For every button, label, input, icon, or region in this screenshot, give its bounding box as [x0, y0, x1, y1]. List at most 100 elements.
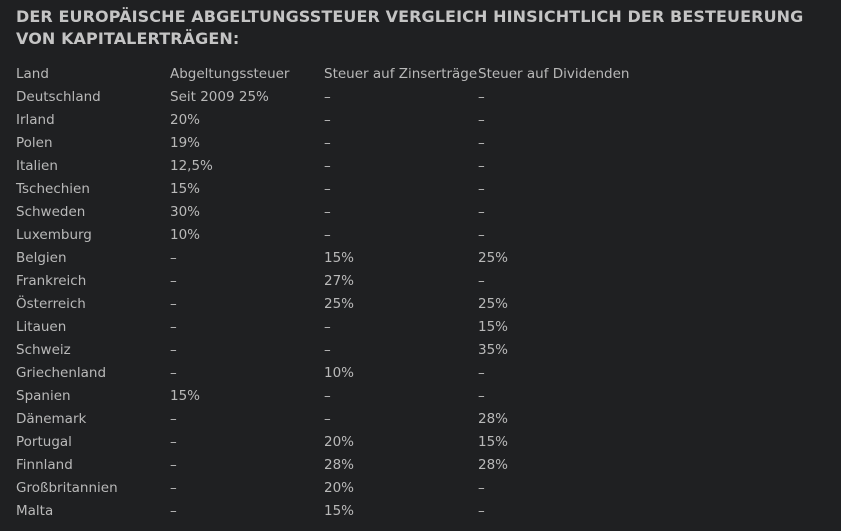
cell-zinsertraege: 15%: [324, 502, 355, 519]
cell-dividenden: 28%: [478, 410, 509, 427]
cell-zinsertraege: 27%: [324, 272, 355, 289]
cell-country: Malta: [16, 502, 54, 519]
cell-dividenden: 15%: [478, 318, 509, 335]
table-row: Dänemark – – 28%: [16, 407, 638, 430]
table-row: Griechenland – 10% –: [16, 361, 638, 384]
cell-dividenden: –: [478, 387, 485, 404]
cell-country: Litauen: [16, 318, 67, 335]
cell-dividenden: –: [478, 203, 485, 220]
cell-abgeltungssteuer: 15%: [170, 180, 201, 197]
table-row: Deutschland Seit 2009 25% – –: [16, 85, 638, 108]
cell-abgeltungssteuer: 20%: [170, 111, 201, 128]
table-row: Großbritannien – 20% –: [16, 476, 638, 499]
cell-dividenden: –: [478, 88, 485, 105]
cell-abgeltungssteuer: Seit 2009 25%: [170, 88, 269, 105]
cell-dividenden: –: [478, 134, 485, 151]
cell-zinsertraege: 15%: [324, 249, 355, 266]
cell-dividenden: 25%: [478, 295, 509, 312]
cell-dividenden: –: [478, 180, 485, 197]
cell-zinsertraege: –: [324, 341, 331, 358]
cell-dividenden: –: [478, 479, 485, 496]
table-row: Finnland – 28% 28%: [16, 453, 638, 476]
table-row: Irland 20% – –: [16, 108, 638, 131]
cell-country: Schweden: [16, 203, 86, 220]
cell-zinsertraege: –: [324, 226, 331, 243]
cell-abgeltungssteuer: 19%: [170, 134, 201, 151]
cell-abgeltungssteuer: –: [170, 295, 177, 312]
table-row: Portugal – 20% 15%: [16, 430, 638, 453]
cell-abgeltungssteuer: 10%: [170, 226, 201, 243]
cell-dividenden: –: [478, 272, 485, 289]
cell-zinsertraege: –: [324, 203, 331, 220]
cell-dividenden: 35%: [478, 341, 509, 358]
section-title: DER EUROPÄISCHE ABGELTUNGSSTEUER VERGLEI…: [16, 7, 804, 48]
cell-dividenden: –: [478, 502, 485, 519]
cell-dividenden: –: [478, 364, 485, 381]
cell-country: Spanien: [16, 387, 71, 404]
cell-abgeltungssteuer: –: [170, 456, 177, 473]
table-row: Frankreich – 27% –: [16, 269, 638, 292]
table-row: Schweiz – – 35%: [16, 338, 638, 361]
cell-abgeltungssteuer: –: [170, 479, 177, 496]
cell-zinsertraege: –: [324, 111, 331, 128]
cell-zinsertraege: –: [324, 387, 331, 404]
cell-zinsertraege: –: [324, 318, 331, 335]
header-land: Land: [16, 65, 49, 82]
header-zinsertraege: Steuer auf Zinserträge: [324, 65, 478, 82]
table-header-row: Land Abgeltungssteuer Steuer auf Zinsert…: [16, 62, 638, 85]
cell-zinsertraege: 28%: [324, 456, 355, 473]
cell-zinsertraege: –: [324, 88, 331, 105]
cell-country: Luxemburg: [16, 226, 92, 243]
cell-country: Finnland: [16, 456, 73, 473]
cell-country: Portugal: [16, 433, 72, 450]
cell-country: Irland: [16, 111, 55, 128]
cell-abgeltungssteuer: –: [170, 502, 177, 519]
cell-abgeltungssteuer: –: [170, 433, 177, 450]
cell-country: Österreich: [16, 295, 86, 312]
cell-abgeltungssteuer: –: [170, 318, 177, 335]
cell-abgeltungssteuer: –: [170, 410, 177, 427]
cell-zinsertraege: 25%: [324, 295, 355, 312]
table-row: Schweden 30% – –: [16, 200, 638, 223]
cell-dividenden: –: [478, 111, 485, 128]
table-body: Deutschland Seit 2009 25% – – Irland 20% – – Pol…: [16, 85, 638, 522]
cell-zinsertraege: –: [324, 180, 331, 197]
cell-zinsertraege: –: [324, 134, 331, 151]
cell-country: Großbritannien: [16, 479, 118, 496]
cell-zinsertraege: 20%: [324, 433, 355, 450]
table-row: Litauen – – 15%: [16, 315, 638, 338]
cell-zinsertraege: –: [324, 157, 331, 174]
cell-abgeltungssteuer: –: [170, 272, 177, 289]
cell-country: Griechenland: [16, 364, 107, 381]
cell-dividenden: –: [478, 226, 485, 243]
cell-zinsertraege: 20%: [324, 479, 355, 496]
cell-dividenden: –: [478, 157, 485, 174]
cell-abgeltungssteuer: –: [170, 341, 177, 358]
cell-country: Italien: [16, 157, 58, 174]
cell-zinsertraege: 10%: [324, 364, 355, 381]
cell-abgeltungssteuer: 30%: [170, 203, 201, 220]
table-row: Italien 12,5% – –: [16, 154, 638, 177]
cell-zinsertraege: –: [324, 410, 331, 427]
cell-abgeltungssteuer: –: [170, 364, 177, 381]
cell-abgeltungssteuer: –: [170, 249, 177, 266]
header-abgeltungssteuer: Abgeltungssteuer: [170, 65, 290, 82]
table-row: Spanien 15% – –: [16, 384, 638, 407]
cell-country: Dänemark: [16, 410, 87, 427]
cell-abgeltungssteuer: 15%: [170, 387, 201, 404]
cell-country: Schweiz: [16, 341, 71, 358]
header-dividenden: Steuer auf Dividenden: [478, 65, 630, 82]
table-row: Österreich – 25% 25%: [16, 292, 638, 315]
cell-country: Deutschland: [16, 88, 101, 105]
table-row: Polen 19% – –: [16, 131, 638, 154]
cell-country: Frankreich: [16, 272, 87, 289]
cell-dividenden: 28%: [478, 456, 509, 473]
cell-country: Belgien: [16, 249, 67, 266]
cell-dividenden: 15%: [478, 433, 509, 450]
table-row: Belgien – 15% 25%: [16, 246, 638, 269]
cell-country: Polen: [16, 134, 53, 151]
cell-dividenden: 25%: [478, 249, 509, 266]
cell-abgeltungssteuer: 12,5%: [170, 157, 213, 174]
table-row: Tschechien 15% – –: [16, 177, 638, 200]
